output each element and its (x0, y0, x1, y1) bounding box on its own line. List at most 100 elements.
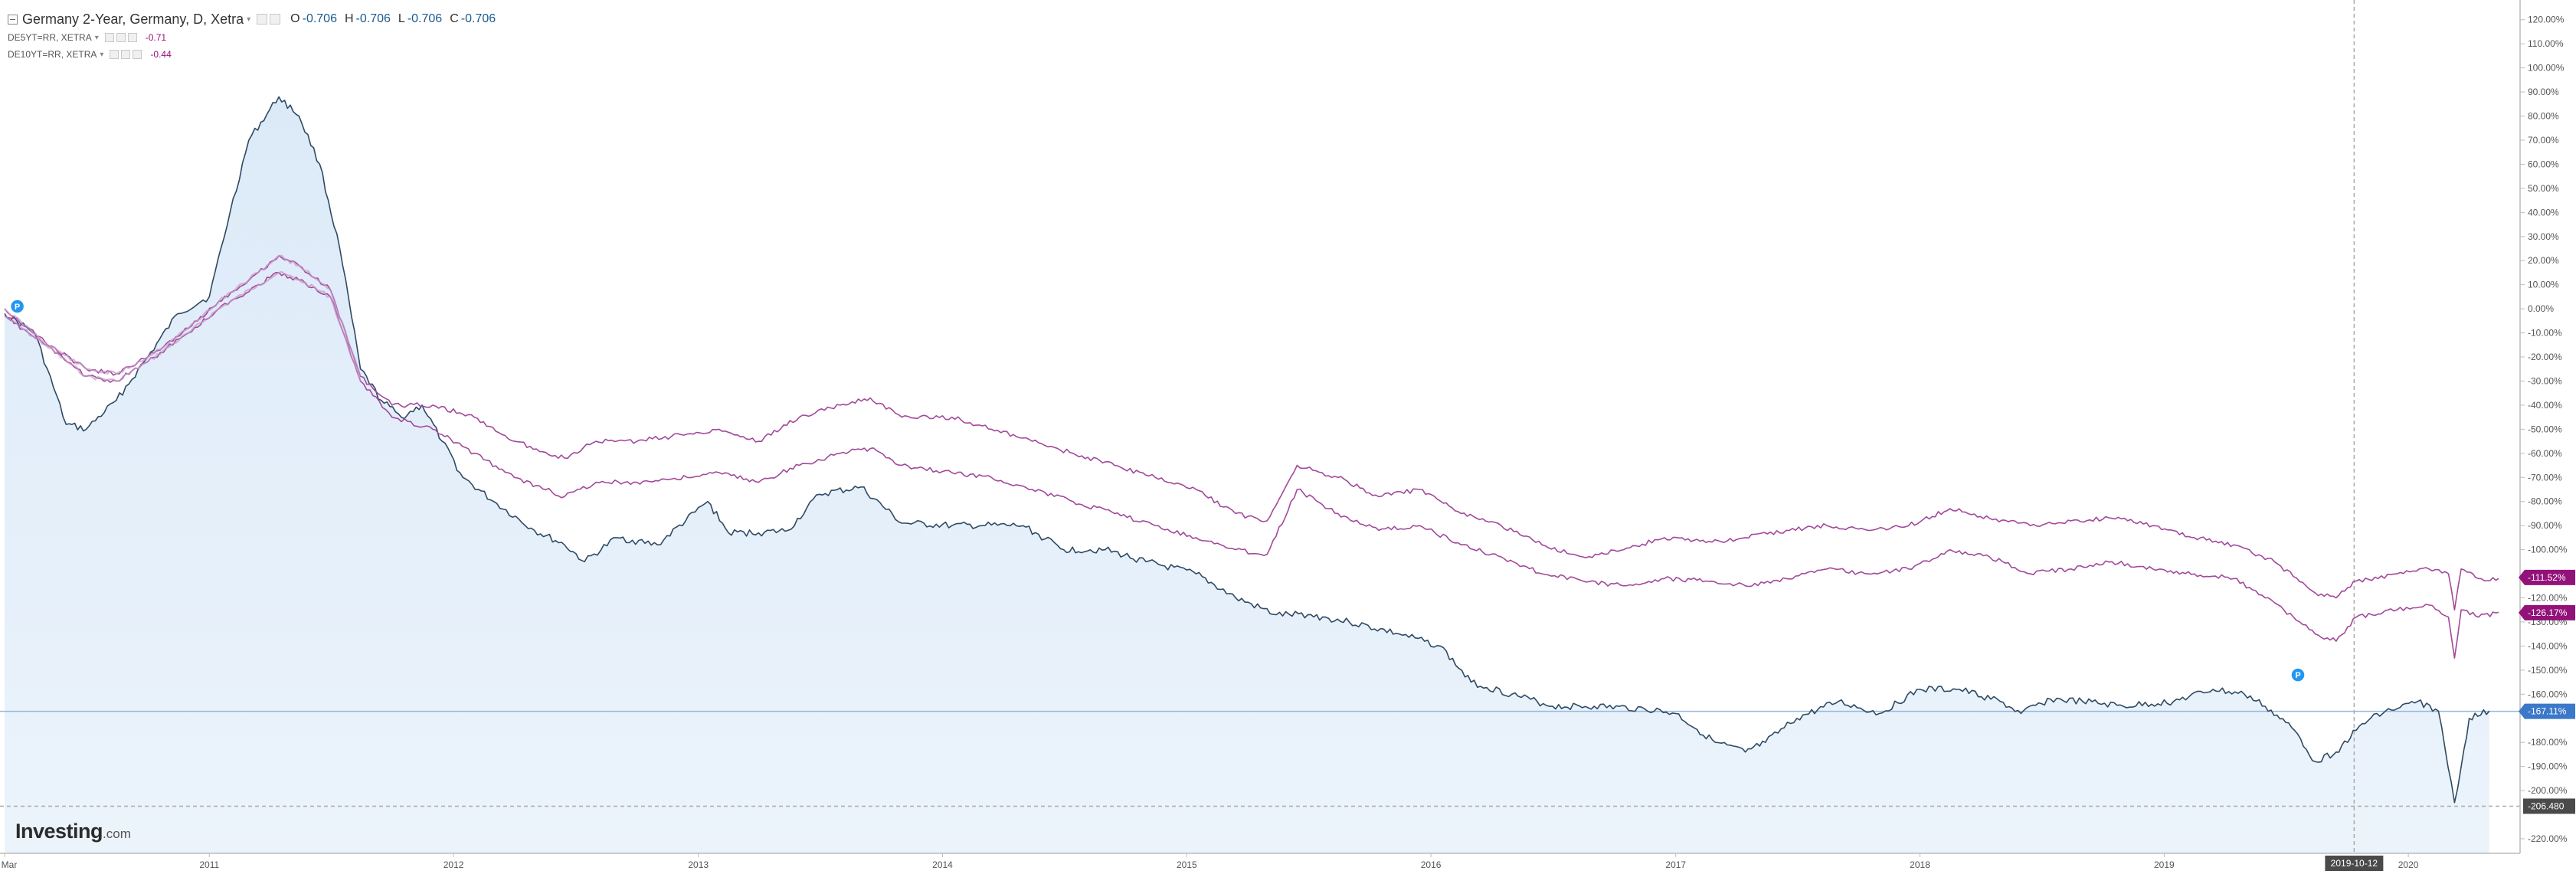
series-highlight-de10yt (4, 254, 362, 377)
y-tick-label: -40.00% (2528, 400, 2562, 411)
event-marker-glyph: P (15, 303, 20, 312)
investing-logo[interactable]: Investing .com (15, 820, 131, 843)
x-tick-label: 2013 (688, 859, 709, 870)
series-line-de5yt (4, 272, 2499, 659)
close-value: -0.706 (460, 12, 496, 25)
hide-series-icon[interactable] (110, 50, 119, 59)
y-tick-label: -100.00% (2528, 545, 2568, 555)
last-value-text: -126.17% (2528, 607, 2568, 618)
overlay-name: DE5YT=RR, XETRA (8, 32, 92, 43)
logo-text: Investing (15, 820, 103, 843)
y-tick-label: 20.00% (2528, 255, 2559, 266)
last-value-badge: -126.17% (2519, 604, 2575, 620)
crosshair-date-badge-bg (2325, 856, 2384, 871)
hide-series-icon[interactable] (104, 33, 114, 42)
overlay-value: -0.71 (145, 32, 167, 43)
y-tick-label: 40.00% (2528, 207, 2559, 218)
crosshair-price-badge-bg (2523, 798, 2575, 814)
legend-overlay-row: DE10YT=RR, XETRA ▾ -0.44 (8, 46, 496, 63)
chart-legend: Germany 2-Year, Germany, D, Xetra ▾ O -0… (8, 9, 496, 63)
x-tick-label: 2020 (2398, 859, 2419, 870)
y-tick-label: -10.00% (2528, 328, 2562, 339)
y-axis[interactable]: 120.00% 110.00% 100.00% 90.00% 80.00% 70.00% 6… (2519, 0, 2576, 874)
open-label: O (290, 12, 300, 25)
series-line-de10yt (4, 255, 2499, 610)
overlay-name: DE10YT=RR, XETRA (8, 49, 97, 60)
x-tick-label: 2017 (1665, 859, 1686, 870)
y-tick-label: -140.00% (2528, 640, 2568, 651)
caret-down-icon[interactable]: ▾ (100, 50, 104, 59)
y-tick-label: 70.00% (2528, 135, 2559, 146)
low-value: -0.706 (407, 12, 443, 25)
y-tick-label: 60.00% (2528, 159, 2559, 169)
crosshair-price-text: -206.480 (2528, 800, 2565, 811)
last-value-badge-bg (2519, 569, 2575, 585)
value-badges: 2019-10-12 -206.480 -111.52% -126.17% -167.1… (2325, 569, 2575, 871)
crosshair-date-text: 2019-10-12 (2331, 858, 2378, 869)
last-value-text: -167.11% (2528, 706, 2567, 717)
y-tick-label: 10.00% (2528, 280, 2559, 290)
close-icon[interactable] (127, 33, 137, 42)
y-tick-label: 50.00% (2528, 183, 2559, 194)
vertical-grid-layer (0, 0, 2520, 853)
event-marker-icon[interactable]: P (2290, 667, 2306, 683)
x-tick-label: 2016 (1421, 859, 1442, 870)
event-marker-circle (9, 299, 25, 314)
last-value-badge-bg (2519, 703, 2575, 719)
x-tick-label: 2014 (932, 859, 953, 870)
y-tick-label: 100.00% (2528, 63, 2565, 74)
y-axis-background (2520, 0, 2576, 874)
x-tick-label: 2018 (1910, 859, 1930, 870)
last-value-text: -111.52% (2528, 572, 2566, 583)
y-tick-label: 30.00% (2528, 231, 2559, 242)
caret-down-icon[interactable]: ▾ (247, 15, 251, 24)
y-tick-label: -160.00% (2528, 689, 2568, 699)
settings-icon[interactable] (121, 50, 131, 59)
y-tick-label: 110.00% (2528, 38, 2564, 49)
legend-main-row: Germany 2-Year, Germany, D, Xetra ▾ O -0… (8, 9, 496, 29)
y-tick-label: 0.00% (2528, 303, 2554, 314)
y-tick-label: -80.00% (2528, 496, 2562, 507)
y-tick-label: -150.00% (2528, 665, 2568, 676)
caret-down-icon[interactable]: ▾ (94, 33, 99, 42)
settings-icon[interactable] (116, 33, 126, 42)
y-tick-label: -70.00% (2528, 472, 2562, 483)
high-label: H (344, 12, 354, 25)
overlay-value: -0.44 (150, 49, 172, 60)
hide-series-icon[interactable] (257, 14, 268, 25)
x-tick-label: 2011 (199, 859, 219, 870)
event-marker-circle (2290, 667, 2306, 683)
y-tick-label: -90.00% (2528, 520, 2562, 531)
y-tick-label: 120.00% (2528, 15, 2565, 25)
y-tick-label: -30.00% (2528, 375, 2562, 386)
x-tick-label: 2019 (2154, 859, 2175, 870)
area-layer (5, 97, 2489, 853)
high-value: -0.706 (355, 12, 391, 25)
x-tick-label: Mar (2, 859, 18, 870)
crosshair-price-badge: -206.480 (2523, 798, 2575, 814)
y-tick-label: -50.00% (2528, 424, 2562, 434)
last-value-badge-bg (2519, 604, 2575, 620)
event-marker-glyph: P (2295, 671, 2300, 680)
series-layer (4, 96, 2499, 804)
last-value-badge: -111.52% (2519, 569, 2575, 585)
crosshair-date-badge: 2019-10-12 (2325, 856, 2384, 871)
y-tick-label: -180.00% (2528, 737, 2568, 748)
close-icon[interactable] (133, 50, 142, 59)
event-marker-layer: PP (9, 299, 2306, 683)
y-tick-label: -220.00% (2528, 833, 2568, 844)
y-tick-label: -200.00% (2528, 785, 2568, 796)
series-title: Germany 2-Year, Germany, D, Xetra (22, 11, 244, 27)
settings-icon[interactable] (270, 14, 281, 25)
y-tick-label: 80.00% (2528, 111, 2559, 122)
y-tick-label: -120.00% (2528, 593, 2568, 604)
event-marker-icon[interactable]: P (9, 299, 25, 314)
close-label: C (450, 12, 459, 25)
x-axis[interactable]: Mar 2011 2012 2013 2014 2015 2016 2017 2018 2019 2… (0, 853, 2520, 870)
x-tick-label: 2015 (1177, 859, 1197, 870)
open-value: -0.706 (302, 12, 337, 25)
series-line-germany-2-year (4, 96, 2490, 804)
x-tick-label: 2012 (444, 859, 464, 870)
collapse-legend-icon[interactable] (8, 14, 18, 25)
